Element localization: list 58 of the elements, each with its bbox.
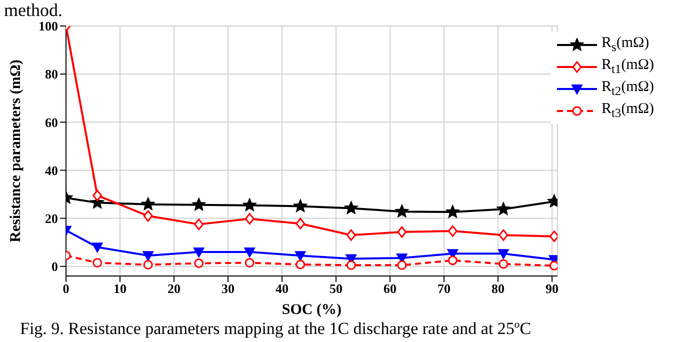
point [448,256,458,266]
point [242,198,256,212]
x-tick-label: 70 [438,281,451,296]
point [496,202,510,215]
point [192,198,206,211]
point [498,249,509,260]
point [294,199,308,212]
legend-label: R$_{t3}$(mΩ) [601,100,654,122]
y-tick-label: 20 [45,210,58,226]
x-tick-label: 90 [546,281,559,296]
x-tick-label: 50 [330,281,343,296]
point [296,218,306,230]
y-tick-label: 0 [52,259,58,274]
point [143,260,153,270]
legend-label: R$_{t1}$(mΩ) [601,56,654,78]
x-tick-label: 40 [276,281,289,296]
point [397,226,407,238]
x-tick-label: 0 [62,281,70,296]
point [346,260,356,270]
x-tick-label: 80 [492,281,505,296]
point [92,190,102,202]
point [244,247,256,258]
x-tick-label: 20 [168,281,181,296]
y-axis-title: Resistance parameters (mΩ) [8,60,24,242]
point [344,201,358,214]
legend-label: R$_{s}$(mΩ) [601,34,650,56]
text: method. [4,0,62,20]
point [92,258,102,268]
point [448,225,458,237]
point [143,210,153,222]
point [397,260,407,270]
point [395,204,409,218]
x-axis-title: SOC (%) [282,302,342,318]
point [549,260,558,270]
point [549,230,558,242]
point [142,251,154,262]
y-tick-label: 100 [38,18,58,34]
point [498,229,508,241]
point [446,205,460,218]
y-tick-label: 60 [45,114,58,130]
point [141,197,155,210]
point [194,258,204,268]
point [92,242,103,253]
point [194,218,204,230]
point [244,258,254,268]
x-tick-label: 60 [384,281,397,296]
x-tick-label: 30 [222,281,235,296]
y-tick-label: 80 [45,66,58,82]
point [294,251,306,262]
x-tick-label: 10 [114,281,127,296]
y-tick-label: 40 [45,162,58,178]
legend-label: R$_{t2}$(mΩ) [601,78,654,100]
point [346,229,356,241]
point [244,213,254,225]
caption: Fig. 9. Resistance parameters mapping at the 1C discharge rate and at 25ºC [20,318,532,340]
point [193,247,204,258]
point [498,259,508,269]
point [296,260,306,270]
